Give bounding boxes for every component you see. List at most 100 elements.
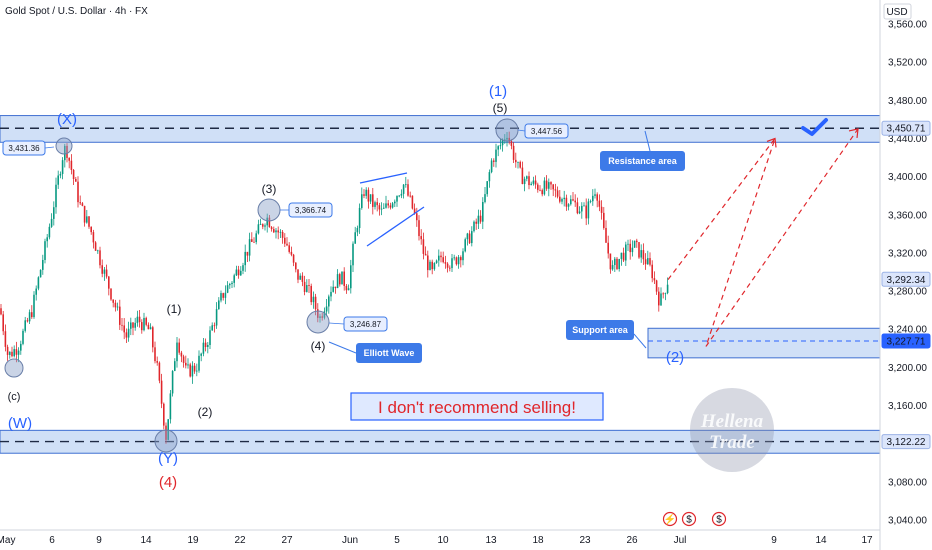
candle xyxy=(391,202,394,209)
economic-event-icon[interactable] xyxy=(711,511,727,527)
candle-body xyxy=(270,227,273,230)
candle xyxy=(328,294,330,314)
candle-body xyxy=(581,205,583,212)
candle-body xyxy=(633,240,636,248)
candle-body xyxy=(279,231,282,233)
candle-body xyxy=(284,237,286,244)
candle xyxy=(482,197,484,230)
candle xyxy=(372,187,374,215)
candle xyxy=(431,259,433,275)
candle xyxy=(475,218,477,230)
economic-event-icon[interactable] xyxy=(681,511,697,527)
candle-body xyxy=(460,257,462,261)
candle xyxy=(2,310,4,336)
candle-body xyxy=(576,202,579,214)
candle-body xyxy=(101,265,103,274)
candle xyxy=(598,194,601,212)
candle xyxy=(499,139,502,150)
candle xyxy=(182,354,185,368)
candle xyxy=(508,131,510,145)
candle-body xyxy=(136,316,139,323)
candle-body xyxy=(457,257,460,265)
candle xyxy=(193,362,196,374)
candle-body xyxy=(59,173,62,176)
candle-body xyxy=(405,184,407,186)
candle-body xyxy=(427,255,429,271)
candle-body xyxy=(475,221,477,224)
candle xyxy=(607,235,609,259)
candle-body xyxy=(563,197,565,200)
candle xyxy=(537,182,539,193)
candle xyxy=(138,309,141,328)
candle xyxy=(497,145,499,157)
candle-body xyxy=(550,182,552,185)
candle-body xyxy=(189,364,191,377)
candle xyxy=(385,195,387,209)
candle-body xyxy=(207,344,209,348)
candle xyxy=(647,250,649,265)
candle-body xyxy=(121,324,123,326)
candle xyxy=(279,229,282,239)
candle-body xyxy=(422,239,425,254)
currency-box[interactable] xyxy=(883,3,912,20)
candle xyxy=(35,285,37,301)
candle xyxy=(26,317,29,323)
candle-body xyxy=(57,175,59,185)
candle xyxy=(378,202,381,216)
time-tick-label: 13 xyxy=(485,535,497,546)
candle xyxy=(198,350,200,373)
candle-body xyxy=(438,255,440,261)
candle xyxy=(651,260,653,283)
candle-body xyxy=(99,250,101,266)
candle-body xyxy=(561,199,563,202)
candle-body xyxy=(352,243,354,266)
candle xyxy=(226,281,229,294)
wave-label: (Y) xyxy=(158,450,178,467)
candle xyxy=(46,233,48,248)
candle xyxy=(438,249,440,267)
candle xyxy=(284,233,286,248)
candle xyxy=(143,312,145,332)
candle-body xyxy=(178,342,180,353)
candle xyxy=(114,299,117,312)
candle-body xyxy=(627,243,629,245)
price-tick-label: 3,200.00 xyxy=(888,363,927,374)
flash-event-icon[interactable] xyxy=(662,511,678,527)
watermark-line-2: Trade xyxy=(709,432,755,453)
price-callout-label: 3,447.56 xyxy=(531,127,563,136)
candle-body xyxy=(466,233,469,240)
candle-body xyxy=(462,251,464,261)
candle xyxy=(259,218,262,226)
candle-body xyxy=(543,180,546,195)
candle xyxy=(246,251,249,263)
candle-body xyxy=(110,288,112,300)
candle xyxy=(64,143,66,168)
candle xyxy=(585,198,587,226)
candle-body xyxy=(407,184,409,196)
candle-body xyxy=(383,207,385,209)
candle-body xyxy=(389,205,392,208)
candle xyxy=(545,175,548,191)
candle xyxy=(42,254,44,275)
candle xyxy=(169,389,172,424)
candle xyxy=(97,249,99,254)
candle-body xyxy=(306,285,308,292)
candle-body xyxy=(451,258,453,269)
candle xyxy=(664,292,667,301)
candle-body xyxy=(607,242,609,254)
candle xyxy=(530,181,532,186)
callout-connector xyxy=(328,322,345,325)
candle-body xyxy=(660,293,662,306)
pivot-circle xyxy=(55,137,73,155)
price-label: 3,122.22 xyxy=(887,437,926,448)
candle-body xyxy=(517,161,519,163)
candle-body xyxy=(154,347,156,362)
time-tick-label: 19 xyxy=(187,535,199,546)
candle-body xyxy=(211,325,213,331)
candle xyxy=(332,280,334,293)
candle xyxy=(248,232,251,262)
time-tick-label: 14 xyxy=(140,535,152,546)
candle-body xyxy=(42,259,44,270)
candle xyxy=(288,242,290,254)
